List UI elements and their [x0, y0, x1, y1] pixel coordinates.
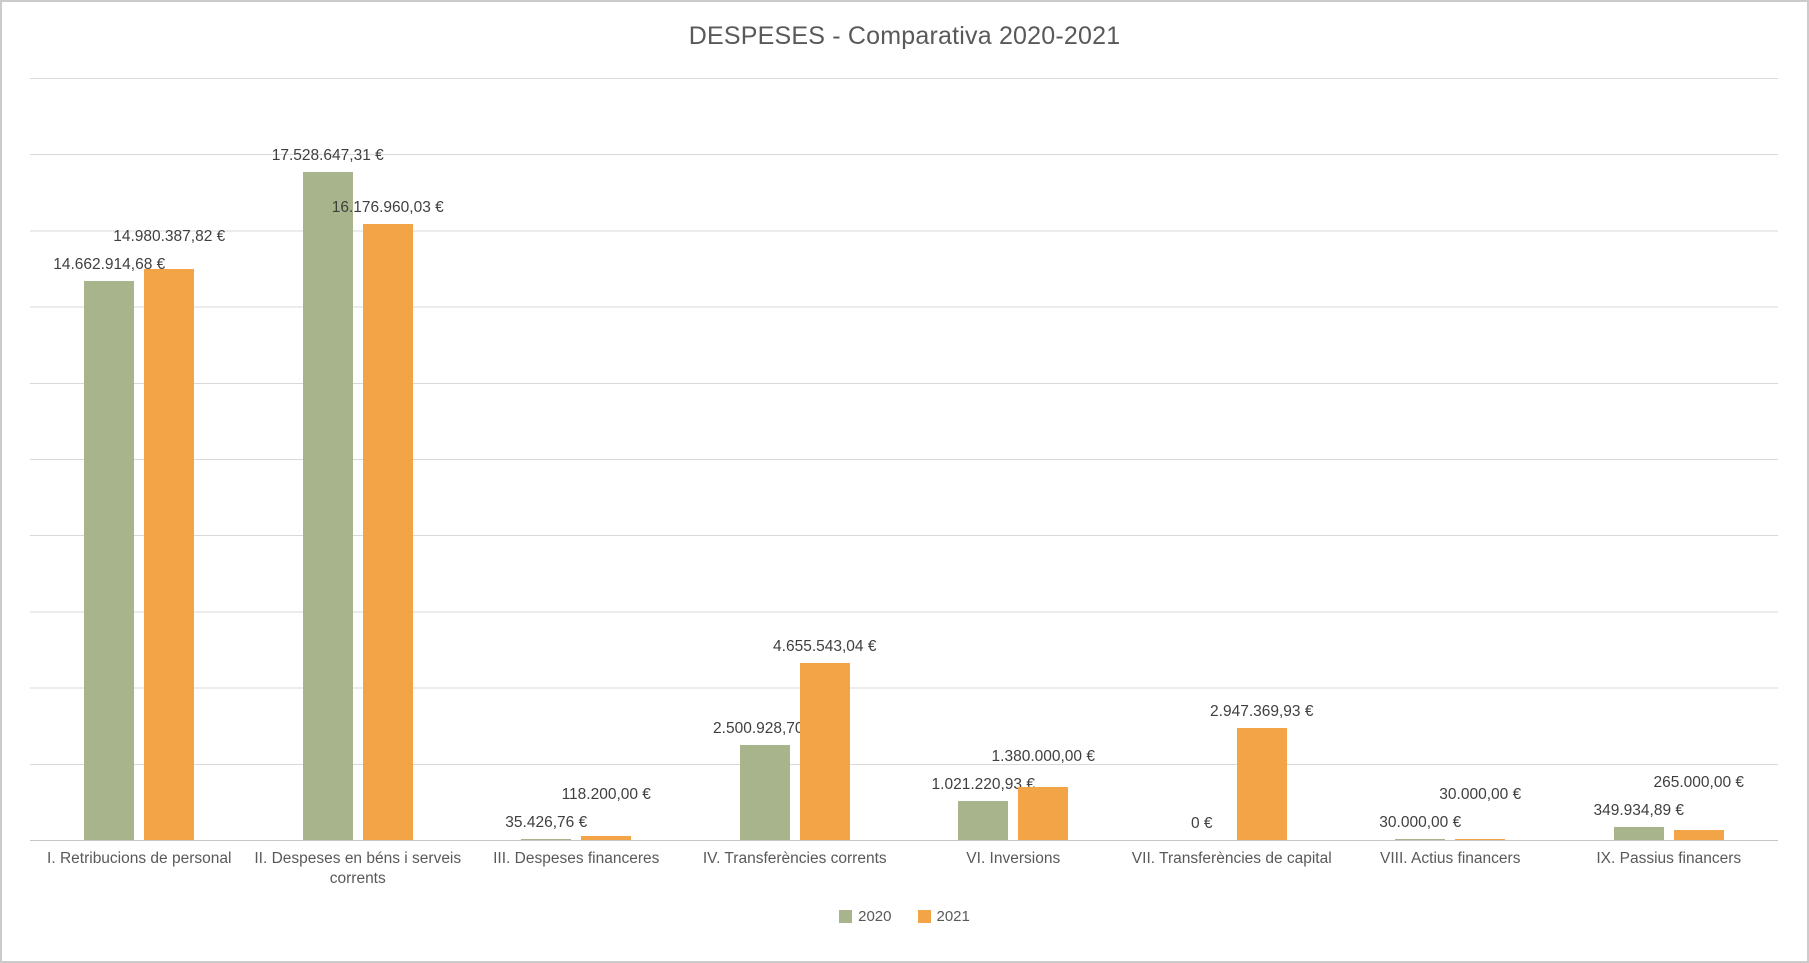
value-label-2020-4: 2.500.928,70 €	[713, 719, 817, 737]
bar-2021-6	[1236, 727, 1287, 840]
bar-2021-4	[799, 662, 850, 840]
bar-2020-5	[958, 801, 1009, 840]
bar-2021-2	[362, 223, 413, 840]
value-label-2021-7: 30.000,00 €	[1439, 785, 1522, 803]
legend-item-2021: 2021	[917, 908, 970, 925]
legend-label-2021: 2021	[936, 908, 970, 925]
legend-label-2020: 2020	[858, 908, 892, 925]
legend-item-2020: 2020	[839, 908, 892, 925]
plot-area: 14.662.914,68 € 14.980.387,82 € I. Retribu…	[30, 78, 1778, 887]
value-label-2021-2: 16.176.960,03 €	[331, 198, 444, 216]
bar-2021-3	[581, 835, 632, 840]
value-label-2020-5: 1.021.220,93 €	[931, 776, 1035, 794]
bar-2020-4	[739, 744, 790, 840]
category-label-5: VI. Inversions	[966, 850, 1061, 867]
legend-swatch-2021	[917, 910, 931, 923]
bar-2021-7	[1455, 838, 1506, 840]
chart-title: DESPESES - Comparativa 2020-2021	[688, 22, 1121, 50]
bar-2020-2	[302, 172, 353, 840]
bar-2020-1	[84, 281, 135, 840]
value-label-2020-3: 35.426,76 €	[505, 813, 588, 831]
category-label-1: I. Retribucions de personal	[47, 850, 232, 867]
value-label-2020-2: 17.528.647,31 €	[271, 147, 384, 165]
value-label-2021-3: 118.200,00 €	[561, 785, 651, 803]
value-label-2021-1: 14.980.387,82 €	[113, 228, 226, 246]
value-label-2020-6: 0 €	[1190, 815, 1213, 832]
category-label-3: III. Despeses financeres	[493, 850, 660, 867]
value-label-2020-7: 30.000,00 €	[1379, 813, 1462, 831]
legend: 2020 2021	[2, 908, 1807, 925]
value-label-2021-4: 4.655.543,04 €	[773, 637, 877, 655]
category-label-8: IX. Passius financers	[1596, 850, 1742, 867]
value-label-2020-1: 14.662.914,68 €	[53, 256, 166, 274]
bar-2021-5	[1018, 787, 1069, 840]
category-label-6: VII. Transferències de capital	[1131, 850, 1332, 867]
value-label-2021-6: 2.947.369,93 €	[1210, 702, 1314, 720]
category-label-7: VIII. Actius financers	[1380, 850, 1521, 867]
bar-2020-7	[1395, 838, 1446, 840]
category-label-2: II. Despeses en béns i serveis corrents	[254, 850, 462, 887]
category-label-4: IV. Transferències corrents	[702, 850, 887, 867]
bar-2020-8	[1613, 826, 1664, 840]
legend-swatch-2020	[839, 910, 853, 923]
bar-2020-3	[521, 838, 572, 840]
bar-2021-8	[1673, 829, 1724, 840]
value-label-2021-5: 1.380.000,00 €	[991, 748, 1095, 766]
value-label-2020-8: 349.934,89 €	[1593, 801, 1685, 819]
bar-2021-1	[144, 269, 195, 840]
value-label-2021-8: 265.000,00 €	[1653, 773, 1745, 791]
